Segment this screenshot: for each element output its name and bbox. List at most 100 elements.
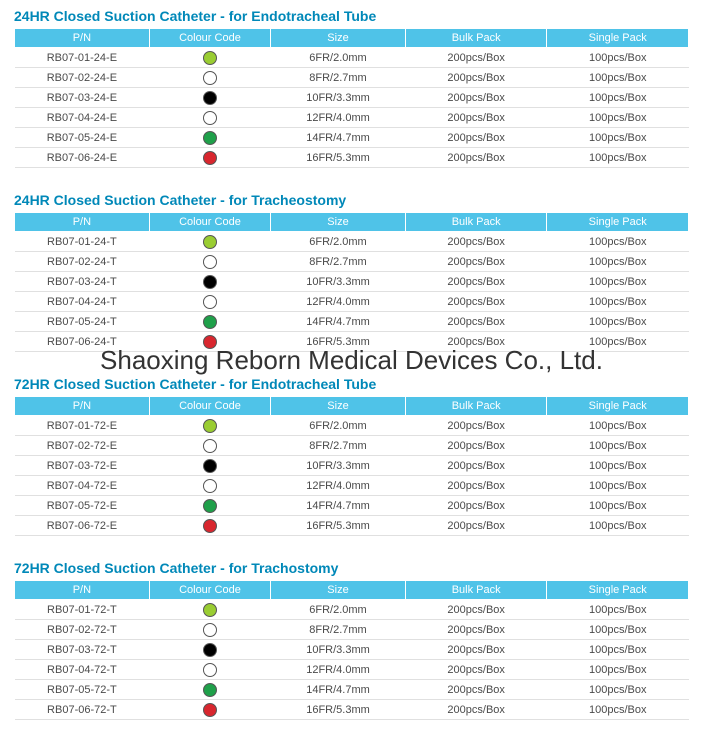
product-table: P/NColour CodeSizeBulk PackSingle PackRB…	[14, 28, 689, 168]
cell-size: 12FR/4.0mm	[271, 660, 406, 680]
section-title: 72HR Closed Suction Catheter - for Endot…	[14, 376, 689, 392]
header-colour-code: Colour Code	[149, 213, 270, 232]
cell-bulk-pack: 200pcs/Box	[405, 148, 547, 168]
cell-pn: RB07-06-72-T	[15, 700, 150, 720]
cell-colour-code	[149, 128, 270, 148]
cell-colour-code	[149, 88, 270, 108]
cell-colour-code	[149, 660, 270, 680]
colour-dot-icon	[203, 643, 217, 657]
cell-pn: RB07-06-24-T	[15, 332, 150, 352]
cell-colour-code	[149, 292, 270, 312]
cell-bulk-pack: 200pcs/Box	[405, 128, 547, 148]
cell-pn: RB07-01-72-E	[15, 416, 150, 436]
cell-bulk-pack: 200pcs/Box	[405, 496, 547, 516]
table-row: RB07-04-72-E12FR/4.0mm200pcs/Box100pcs/B…	[15, 476, 689, 496]
cell-bulk-pack: 200pcs/Box	[405, 232, 547, 252]
header-pn: P/N	[15, 29, 150, 48]
cell-bulk-pack: 200pcs/Box	[405, 88, 547, 108]
cell-colour-code	[149, 232, 270, 252]
product-table: P/NColour CodeSizeBulk PackSingle PackRB…	[14, 580, 689, 720]
cell-single-pack: 100pcs/Box	[547, 516, 689, 536]
cell-size: 8FR/2.7mm	[271, 436, 406, 456]
cell-colour-code	[149, 416, 270, 436]
cell-bulk-pack: 200pcs/Box	[405, 332, 547, 352]
sections-container: 24HR Closed Suction Catheter - for Endot…	[14, 8, 689, 720]
cell-single-pack: 100pcs/Box	[547, 620, 689, 640]
cell-bulk-pack: 200pcs/Box	[405, 108, 547, 128]
cell-colour-code	[149, 332, 270, 352]
table-row: RB07-06-24-E16FR/5.3mm200pcs/Box100pcs/B…	[15, 148, 689, 168]
cell-colour-code	[149, 436, 270, 456]
cell-size: 14FR/4.7mm	[271, 496, 406, 516]
colour-dot-icon	[203, 111, 217, 125]
cell-colour-code	[149, 700, 270, 720]
cell-size: 10FR/3.3mm	[271, 456, 406, 476]
header-pn: P/N	[15, 581, 150, 600]
table-row: RB07-02-24-T8FR/2.7mm200pcs/Box100pcs/Bo…	[15, 252, 689, 272]
cell-pn: RB07-01-24-T	[15, 232, 150, 252]
header-bulk-pack: Bulk Pack	[405, 397, 547, 416]
table-row: RB07-02-24-E8FR/2.7mm200pcs/Box100pcs/Bo…	[15, 68, 689, 88]
cell-single-pack: 100pcs/Box	[547, 128, 689, 148]
cell-single-pack: 100pcs/Box	[547, 640, 689, 660]
cell-size: 6FR/2.0mm	[271, 232, 406, 252]
cell-single-pack: 100pcs/Box	[547, 660, 689, 680]
header-size: Size	[271, 581, 406, 600]
cell-size: 10FR/3.3mm	[271, 640, 406, 660]
cell-single-pack: 100pcs/Box	[547, 252, 689, 272]
cell-pn: RB07-04-24-T	[15, 292, 150, 312]
cell-bulk-pack: 200pcs/Box	[405, 272, 547, 292]
table-row: RB07-01-24-T6FR/2.0mm200pcs/Box100pcs/Bo…	[15, 232, 689, 252]
table-row: RB07-01-24-E6FR/2.0mm200pcs/Box100pcs/Bo…	[15, 48, 689, 68]
header-single-pack: Single Pack	[547, 29, 689, 48]
header-size: Size	[271, 29, 406, 48]
cell-pn: RB07-06-72-E	[15, 516, 150, 536]
cell-pn: RB07-03-24-E	[15, 88, 150, 108]
cell-single-pack: 100pcs/Box	[547, 416, 689, 436]
cell-bulk-pack: 200pcs/Box	[405, 252, 547, 272]
header-colour-code: Colour Code	[149, 581, 270, 600]
cell-bulk-pack: 200pcs/Box	[405, 620, 547, 640]
colour-dot-icon	[203, 151, 217, 165]
colour-dot-icon	[203, 683, 217, 697]
colour-dot-icon	[203, 131, 217, 145]
header-colour-code: Colour Code	[149, 29, 270, 48]
cell-size: 12FR/4.0mm	[271, 476, 406, 496]
cell-pn: RB07-05-72-E	[15, 496, 150, 516]
table-row: RB07-03-72-T10FR/3.3mm200pcs/Box100pcs/B…	[15, 640, 689, 660]
cell-single-pack: 100pcs/Box	[547, 148, 689, 168]
cell-single-pack: 100pcs/Box	[547, 312, 689, 332]
colour-dot-icon	[203, 295, 217, 309]
cell-pn: RB07-05-24-E	[15, 128, 150, 148]
section-title: 72HR Closed Suction Catheter - for Trach…	[14, 560, 689, 576]
cell-single-pack: 100pcs/Box	[547, 456, 689, 476]
product-table: P/NColour CodeSizeBulk PackSingle PackRB…	[14, 396, 689, 536]
cell-size: 16FR/5.3mm	[271, 700, 406, 720]
colour-dot-icon	[203, 623, 217, 637]
cell-bulk-pack: 200pcs/Box	[405, 476, 547, 496]
cell-pn: RB07-05-72-T	[15, 680, 150, 700]
colour-dot-icon	[203, 275, 217, 289]
colour-dot-icon	[203, 235, 217, 249]
cell-size: 16FR/5.3mm	[271, 148, 406, 168]
cell-colour-code	[149, 496, 270, 516]
table-row: RB07-02-72-E8FR/2.7mm200pcs/Box100pcs/Bo…	[15, 436, 689, 456]
cell-single-pack: 100pcs/Box	[547, 332, 689, 352]
product-table: P/NColour CodeSizeBulk PackSingle PackRB…	[14, 212, 689, 352]
cell-bulk-pack: 200pcs/Box	[405, 416, 547, 436]
table-row: RB07-06-72-T16FR/5.3mm200pcs/Box100pcs/B…	[15, 700, 689, 720]
table-row: RB07-03-24-E10FR/3.3mm200pcs/Box100pcs/B…	[15, 88, 689, 108]
colour-dot-icon	[203, 703, 217, 717]
cell-colour-code	[149, 252, 270, 272]
cell-single-pack: 100pcs/Box	[547, 292, 689, 312]
section-title: 24HR Closed Suction Catheter - for Endot…	[14, 8, 689, 24]
cell-single-pack: 100pcs/Box	[547, 108, 689, 128]
colour-dot-icon	[203, 519, 217, 533]
cell-size: 16FR/5.3mm	[271, 332, 406, 352]
product-section: 72HR Closed Suction Catheter - for Endot…	[14, 376, 689, 536]
header-size: Size	[271, 213, 406, 232]
cell-single-pack: 100pcs/Box	[547, 436, 689, 456]
colour-dot-icon	[203, 439, 217, 453]
colour-dot-icon	[203, 91, 217, 105]
product-section: 72HR Closed Suction Catheter - for Trach…	[14, 560, 689, 720]
